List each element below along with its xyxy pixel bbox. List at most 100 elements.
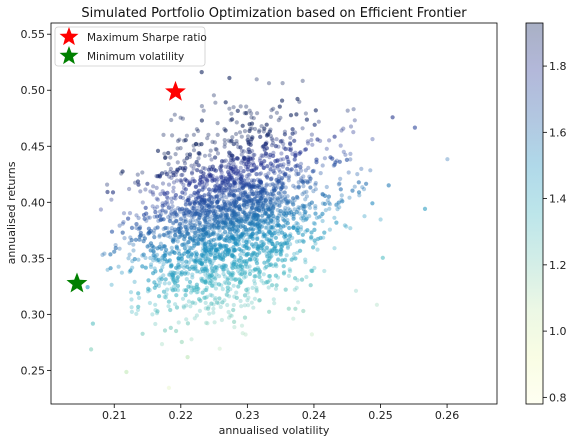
- scatter-point: [204, 264, 209, 269]
- scatter-point: [209, 247, 214, 252]
- scatter-point: [219, 164, 224, 169]
- scatter-point: [207, 311, 212, 316]
- scatter-point: [264, 146, 269, 151]
- scatter-point: [267, 129, 272, 134]
- scatter-point: [230, 167, 235, 172]
- scatter-point: [281, 162, 286, 167]
- scatter-point: [232, 201, 237, 206]
- scatter-point: [200, 290, 205, 295]
- scatter-point: [224, 212, 229, 217]
- scatter-point: [236, 196, 241, 202]
- scatter-point: [199, 118, 204, 123]
- scatter-point: [194, 199, 199, 204]
- scatter-point: [249, 163, 254, 168]
- scatter-point: [163, 277, 168, 282]
- scatter-point: [204, 294, 210, 299]
- scatter-point: [236, 224, 241, 229]
- scatter-point: [223, 221, 228, 226]
- scatter-point: [194, 218, 199, 223]
- scatter-point: [157, 214, 162, 219]
- scatter-point: [278, 209, 283, 214]
- scatter-point: [211, 223, 216, 228]
- scatter-point: [242, 129, 248, 134]
- scatter-point: [177, 221, 182, 227]
- scatter-point: [188, 304, 193, 309]
- scatter-point: [284, 211, 289, 216]
- scatter-point: [141, 252, 146, 257]
- scatter-point: [264, 237, 269, 242]
- scatter-point: [213, 168, 218, 173]
- scatter-point: [252, 256, 258, 262]
- scatter-point: [313, 211, 318, 216]
- scatter-point: [211, 275, 216, 280]
- scatter-point: [218, 167, 223, 172]
- scatter-point: [209, 279, 214, 284]
- scatter-point: [211, 251, 216, 256]
- scatter-point: [275, 164, 280, 169]
- scatter-point: [203, 210, 208, 215]
- x-tick-label: 0.26: [435, 409, 460, 422]
- scatter-point: [323, 193, 328, 198]
- scatter-point: [136, 215, 141, 221]
- scatter-point: [281, 264, 286, 269]
- scatter-point: [206, 132, 211, 137]
- scatter-point: [240, 184, 245, 189]
- scatter-point: [215, 177, 220, 182]
- scatter-point: [261, 200, 266, 205]
- scatter-point: [171, 173, 176, 178]
- scatter-point: [232, 188, 238, 193]
- scatter-point: [259, 218, 264, 223]
- scatter-point: [255, 177, 260, 182]
- scatter-point: [236, 284, 241, 289]
- scatter-point: [294, 239, 299, 244]
- scatter-point: [249, 121, 255, 126]
- scatter-point: [199, 278, 204, 283]
- scatter-point: [179, 253, 184, 258]
- scatter-point: [263, 142, 268, 147]
- scatter-point: [302, 147, 307, 152]
- scatter-point: [225, 205, 230, 210]
- scatter-point: [221, 206, 226, 211]
- scatter-point: [134, 213, 139, 218]
- scatter-point: [206, 248, 211, 253]
- scatter-point: [215, 182, 220, 187]
- scatter-point: [267, 254, 272, 259]
- scatter-point: [264, 280, 269, 285]
- scatter-point: [174, 265, 179, 270]
- scatter-point: [196, 156, 201, 161]
- scatter-point: [166, 259, 171, 264]
- scatter-point: [167, 258, 172, 263]
- scatter-point: [186, 182, 191, 187]
- scatter-point: [249, 217, 254, 222]
- scatter-point: [162, 281, 167, 286]
- scatter-point: [175, 288, 181, 293]
- scatter-point: [261, 219, 266, 225]
- scatter-point: [220, 186, 225, 191]
- scatter-point: [217, 208, 222, 213]
- scatter-point: [182, 191, 188, 196]
- scatter-point: [247, 172, 252, 177]
- scatter-point: [200, 174, 205, 179]
- scatter-point: [304, 189, 309, 194]
- scatter-point: [209, 269, 215, 274]
- scatter-point: [231, 105, 236, 110]
- scatter-point: [251, 116, 256, 121]
- scatter-point: [218, 206, 223, 211]
- scatter-point: [190, 176, 195, 181]
- scatter-point: [390, 115, 395, 120]
- scatter-point: [207, 193, 212, 199]
- scatter-point: [260, 203, 265, 208]
- scatter-point: [140, 331, 145, 336]
- scatter-point: [171, 221, 176, 226]
- scatter-point: [196, 241, 201, 246]
- scatter-point: [301, 215, 306, 220]
- scatter-point: [305, 141, 311, 146]
- scatter-point: [213, 242, 218, 247]
- scatter-point: [226, 178, 231, 183]
- scatter-point: [105, 267, 110, 272]
- scatter-point: [221, 193, 226, 198]
- scatter-point: [279, 197, 284, 202]
- scatter-point: [153, 226, 158, 231]
- scatter-point: [228, 202, 233, 207]
- scatter-point: [242, 259, 247, 264]
